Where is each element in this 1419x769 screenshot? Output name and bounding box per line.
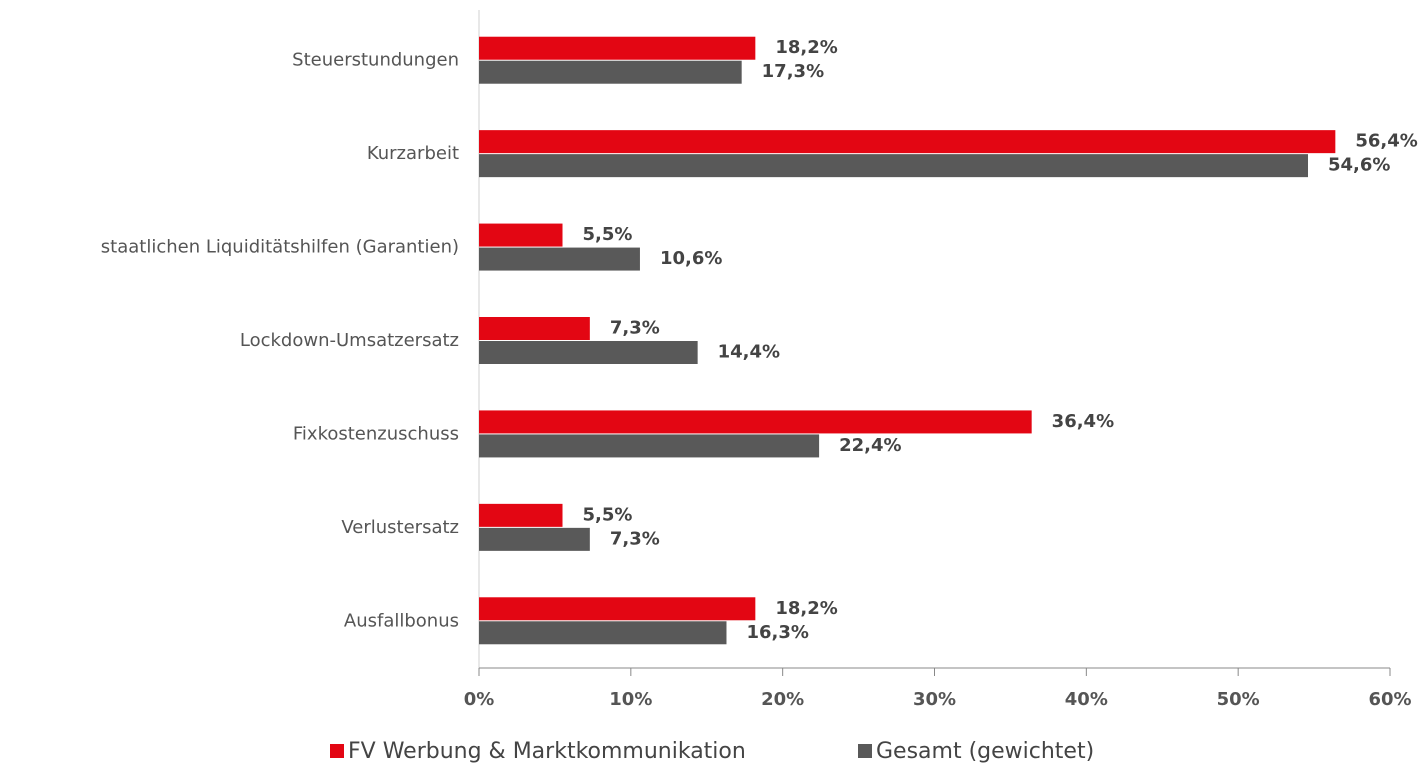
y-tick-label: Ausfallbonus [344,610,459,631]
x-tick-label: 20% [761,689,804,710]
value-label: 5,5% [583,224,633,245]
y-tick-label: Verlustersatz [341,517,459,538]
bar [479,36,756,60]
bar [479,247,640,271]
value-label: 5,5% [583,504,633,525]
bar [479,341,698,364]
legend-label: Gesamt (gewichtet) [876,739,1094,764]
bar [479,597,756,621]
y-tick-label: Fixkostenzuschuss [293,423,459,444]
bar [479,527,590,551]
legend-swatch [330,744,344,758]
y-tick-label: Steuerstundungen [292,50,459,71]
value-label: 14,4% [718,342,780,363]
bar [479,503,563,527]
bar [479,317,590,340]
x-tick-label: 30% [913,689,956,710]
y-tick-label: Lockdown-Umsatzersatz [240,330,459,351]
x-tick-label: 60% [1368,689,1411,710]
value-label: 7,3% [610,528,660,549]
bar [479,621,727,645]
bar [479,434,820,458]
x-tick-label: 40% [1065,689,1108,710]
x-tick-label: 50% [1217,689,1260,710]
bar [479,223,563,247]
value-label: 10,6% [660,248,722,269]
value-label: 7,3% [610,318,660,339]
value-label: 54,6% [1328,155,1390,176]
bar [479,130,1336,154]
legend-swatch [858,744,872,758]
x-tick-label: 10% [609,689,652,710]
bar [479,154,1309,178]
value-label: 56,4% [1355,131,1417,152]
legend-label: FV Werbung & Marktkommunikation [348,739,746,764]
bar [479,410,1032,434]
bar [479,60,742,84]
y-tick-label: staatlichen Liquiditätshilfen (Garantien… [101,237,459,258]
x-tick-label: 0% [464,689,495,710]
y-tick-label: Kurzarbeit [367,143,459,164]
value-label: 17,3% [762,61,824,82]
value-label: 16,3% [746,622,808,643]
value-label: 22,4% [839,435,901,456]
value-label: 36,4% [1052,411,1114,432]
value-label: 18,2% [775,37,837,58]
value-label: 18,2% [775,598,837,619]
